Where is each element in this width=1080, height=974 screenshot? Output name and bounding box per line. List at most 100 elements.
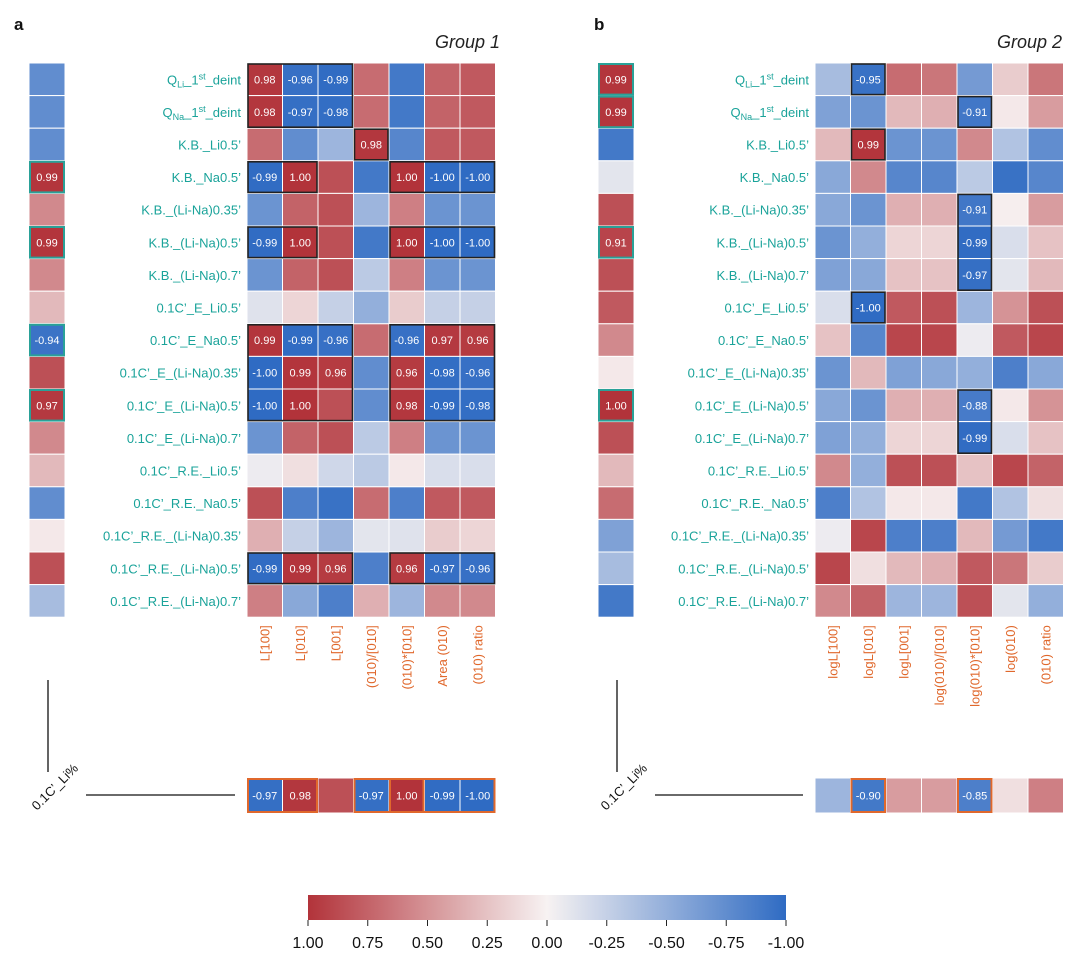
heatmap-cell [921, 323, 958, 357]
cell-value-label: -0.88 [962, 400, 987, 412]
heatmap-cell [246, 486, 283, 520]
left-cell [597, 551, 635, 586]
heatmap-cell [246, 518, 283, 553]
heatmap-cell [956, 95, 993, 129]
highlight-box [389, 323, 496, 422]
heatmap-cell [424, 127, 461, 162]
heatmap-cell [921, 95, 958, 129]
heatmap-cell [424, 192, 461, 227]
column-label: log(010) [1003, 625, 1018, 673]
heatmap-cell [992, 355, 1029, 390]
cell-value-label: -0.99 [962, 237, 987, 249]
cell-value-label: -0.99 [288, 335, 313, 347]
left-cell [28, 355, 66, 390]
highlight-box [389, 161, 496, 194]
heatmap-cell [459, 192, 496, 227]
column-label: L[001] [329, 625, 344, 661]
heatmap-cell [992, 127, 1029, 162]
row-label-part: _1 [183, 105, 198, 120]
heatmap-cell [885, 127, 922, 162]
heatmap-cell [850, 258, 887, 292]
heatmap-cell [353, 388, 390, 423]
heatmap-cell [282, 192, 319, 227]
heatmap-cell [317, 290, 354, 325]
heatmap-cell [1027, 127, 1064, 162]
heatmap-cell [1027, 518, 1064, 553]
heatmap-cell [388, 355, 425, 390]
colorbar-tick-label: -1.00 [768, 935, 805, 952]
cell-value-label: 1.00 [290, 400, 311, 412]
heatmap-cell [317, 323, 354, 357]
heatmap-cell [246, 584, 283, 618]
cell-value-label: 0.99 [290, 368, 311, 380]
heatmap-cell [992, 551, 1029, 586]
heatmap-cell [956, 518, 993, 553]
heatmap-cell [353, 160, 390, 194]
heatmap-cell [246, 95, 283, 129]
colorbar-tick-label: -0.25 [589, 935, 626, 952]
column-label: L[010] [293, 625, 308, 661]
row-label: K.B._(Li-Na)0.5’ [149, 235, 242, 250]
heatmap-cell [956, 258, 993, 292]
heatmap-cell [1027, 421, 1064, 455]
heatmap-cell [317, 518, 354, 553]
bottom-cell-label: -0.85 [962, 791, 987, 803]
heatmap-cell [850, 486, 887, 520]
highlight-box [247, 161, 318, 194]
left-highlight-box [29, 226, 65, 259]
heatmap-cell [317, 95, 354, 129]
colorbar-tick-label: -0.50 [648, 935, 685, 952]
row-label-part: _deint [205, 105, 242, 120]
column-label: logL[010] [861, 625, 876, 679]
heatmap-cell [388, 584, 425, 618]
bottom-cell [1027, 777, 1064, 814]
heatmap-cell [388, 518, 425, 553]
heatmap-cell [992, 160, 1029, 194]
heatmap-cell [424, 486, 461, 520]
cell-value-label: -0.98 [323, 107, 348, 119]
left-cell [597, 160, 635, 194]
heatmap-cell [814, 323, 851, 357]
panel-letter: b [594, 15, 604, 34]
left-cell [597, 62, 635, 97]
colorbar-tick-label: 0.00 [531, 935, 562, 952]
cell-value-label: -0.95 [856, 74, 881, 86]
colorbar-tick-label: 0.50 [412, 935, 443, 952]
cell-value-label: -0.97 [288, 107, 313, 119]
heatmap-cell [992, 323, 1029, 357]
left-cell-label: 0.99 [36, 172, 57, 184]
row-label: 0.1C’_R.E._(Li-Na)0.5’ [678, 561, 809, 576]
heatmap-cell [921, 290, 958, 325]
heatmap-cell [921, 421, 958, 455]
heatmap-cell [1027, 290, 1064, 325]
left-highlight-box [598, 63, 634, 96]
heatmap-cell [885, 551, 922, 586]
cell-value-label: 0.96 [396, 368, 417, 380]
heatmap-cell [921, 225, 958, 260]
left-cell-label: 0.91 [605, 237, 626, 249]
row-label-part: Q [162, 105, 172, 120]
left-cell-label: 0.99 [605, 107, 626, 119]
heatmap-cell [814, 453, 851, 488]
heatmap-cell [424, 584, 461, 618]
heatmap-cell [388, 192, 425, 227]
heatmap-cell [885, 518, 922, 553]
heatmap-cell [424, 551, 461, 586]
heatmap-cell [317, 421, 354, 455]
highlight-box [957, 95, 993, 128]
heatmap-cell [921, 551, 958, 586]
left-cell [28, 453, 66, 488]
heatmap-cell [317, 192, 354, 227]
heatmap-cell [1027, 192, 1064, 227]
heatmap-cell [921, 355, 958, 390]
column-label: (010)/[010] [364, 625, 379, 688]
heatmap-cell [424, 62, 461, 97]
heatmap-cell [282, 323, 319, 357]
heatmap-cell [459, 388, 496, 423]
heatmap-cell [282, 160, 319, 194]
heatmap-cell [885, 225, 922, 260]
heatmap-cell [246, 225, 283, 260]
heatmap-cell [353, 323, 390, 357]
heatmap-cell [850, 225, 887, 260]
